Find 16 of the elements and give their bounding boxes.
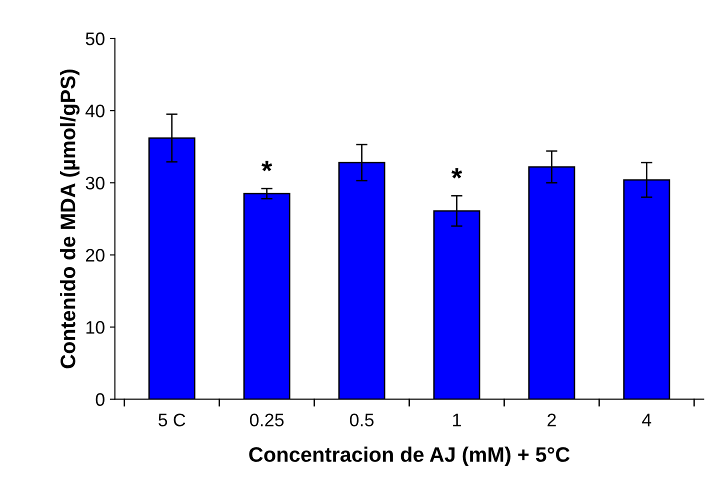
y-tick-label: 20	[86, 248, 104, 262]
x-tick-label: 5 C	[158, 414, 186, 426]
annotation: *	[261, 160, 272, 172]
y-tick-label: 0	[96, 393, 104, 406]
x-tick-label: 2	[548, 414, 556, 426]
annotation: *	[451, 168, 462, 178]
y-tick-label: 50	[86, 32, 104, 46]
x-tick-label: 4	[642, 414, 652, 426]
x-axis-title: Concentracion de AJ (mM) + 5°C	[249, 446, 570, 466]
y-axis-title: Contenido de MDA (µmol/gPS)	[60, 70, 80, 368]
y-tick-label: 40	[85, 104, 104, 118]
x-tick-label: 0.5	[350, 414, 374, 426]
y-tick-label: 30	[86, 176, 104, 190]
x-tick-label: 1	[453, 414, 461, 426]
x-tick-label: 0.25	[250, 414, 284, 426]
y-tick-label: 10	[86, 321, 104, 334]
